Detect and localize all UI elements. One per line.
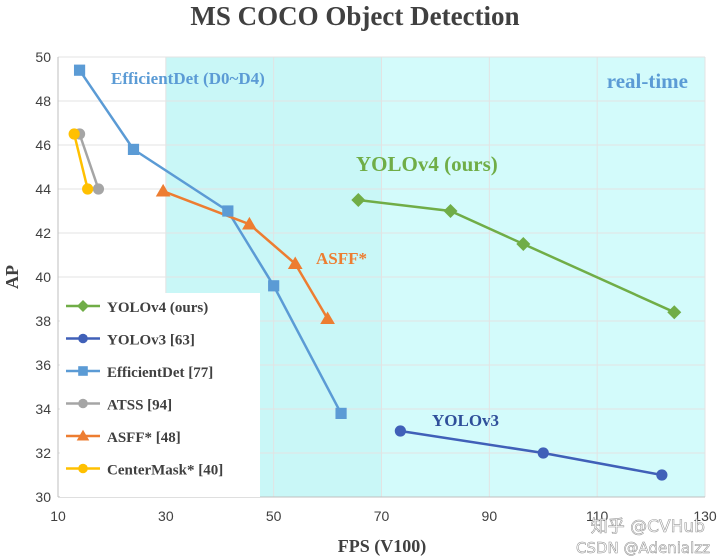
data-point-asff-48-0 — [155, 183, 171, 197]
legend-label-yolov4-ours: YOLOv4 (ours) — [107, 300, 208, 316]
data-point-yolov3-63-1 — [537, 447, 549, 459]
watermark-zhihu: 知乎 @CVHub — [591, 517, 705, 537]
y-tick-label-1: 32 — [35, 445, 51, 461]
data-point-efficientdet-77-0 — [73, 64, 86, 76]
x-tick-label-3: 70 — [374, 508, 390, 524]
annotation-asff-48: ASFF* — [316, 249, 367, 268]
data-point-asff-48-3 — [320, 311, 335, 325]
data-point-yolov3-63-2 — [656, 469, 668, 481]
legend-label-asff-48: ASFF* [48] — [107, 430, 181, 446]
data-point-efficientdet-77-4 — [335, 407, 347, 419]
annotation-yolov3-63: YOLOv3 — [432, 411, 499, 430]
legend-label-efficientdet-77: EfficientDet [77] — [107, 365, 213, 381]
x-tick-label-2: 50 — [266, 508, 282, 524]
data-point-yolov4-ours-0 — [351, 193, 366, 207]
y-tick-label-9: 48 — [35, 93, 51, 109]
y-axis-label: AP — [2, 265, 22, 289]
y-tick-label-8: 46 — [35, 137, 51, 153]
x-tick-label-6: 130 — [693, 508, 717, 524]
y-tick-label-7: 44 — [35, 181, 51, 197]
annotation-efficientdet-77: EfficientDet (D0~D4) — [111, 69, 265, 88]
legend-label-yolov3-63: YOLOv3 [63] — [107, 333, 195, 349]
data-point-efficientdet-77-3 — [268, 280, 280, 292]
legend-label-atss-94: ATSS [94] — [107, 398, 172, 414]
legend-marker-efficientdet-77 — [78, 366, 88, 376]
x-axis-label: FPS (V100) — [338, 536, 427, 557]
y-tick-label-4: 38 — [35, 313, 51, 329]
x-tick-label-5: 110 — [586, 508, 609, 524]
x-tick-label-1: 30 — [158, 508, 174, 524]
data-point-asff-48-2 — [287, 256, 303, 270]
data-point-atss-94-1 — [92, 183, 105, 195]
legend-label-centermask-40: CenterMask* [40] — [107, 463, 223, 479]
y-tick-label-10: 50 — [35, 49, 51, 65]
x-tick-label-4: 90 — [482, 508, 498, 524]
data-point-yolov4-ours-2 — [516, 237, 531, 251]
y-tick-label-6: 42 — [35, 225, 51, 241]
legend-marker-centermask-40 — [78, 463, 88, 474]
data-point-asff-48-1 — [242, 216, 257, 230]
data-point-centermask-40-0 — [68, 128, 80, 140]
y-tick-label-2: 34 — [35, 401, 51, 417]
realtime-label: real-time — [607, 69, 688, 93]
y-tick-label-0: 30 — [35, 489, 51, 505]
legend-marker-yolov3-63 — [78, 333, 88, 344]
chart-title: MS COCO Object Detection — [190, 1, 519, 31]
data-point-efficientdet-77-1 — [127, 143, 140, 155]
series-line-yolov4-ours — [358, 198, 675, 314]
watermark-csdn: CSDN @Adenialzz — [576, 539, 710, 557]
legend-marker-atss-94 — [78, 398, 88, 409]
series-line-atss-94 — [78, 133, 100, 190]
data-point-yolov3-63-0 — [394, 425, 406, 437]
annotation-yolov4-ours: YOLOv4 (ours) — [356, 152, 498, 176]
legend-marker-asff-48 — [76, 429, 90, 441]
series-line-centermask-40 — [72, 133, 89, 190]
x-tick-label-0: 10 — [50, 508, 66, 524]
data-point-centermask-40-1 — [82, 183, 94, 195]
legend-marker-yolov4-ours — [77, 300, 89, 312]
y-tick-label-5: 40 — [35, 269, 51, 285]
series-line-asff-48 — [162, 190, 329, 320]
data-point-efficientdet-77-2 — [222, 205, 234, 217]
data-point-yolov4-ours-1 — [443, 204, 458, 218]
legend-box — [60, 293, 260, 497]
data-point-yolov4-ours-3 — [667, 305, 682, 320]
y-tick-label-3: 36 — [35, 357, 51, 373]
